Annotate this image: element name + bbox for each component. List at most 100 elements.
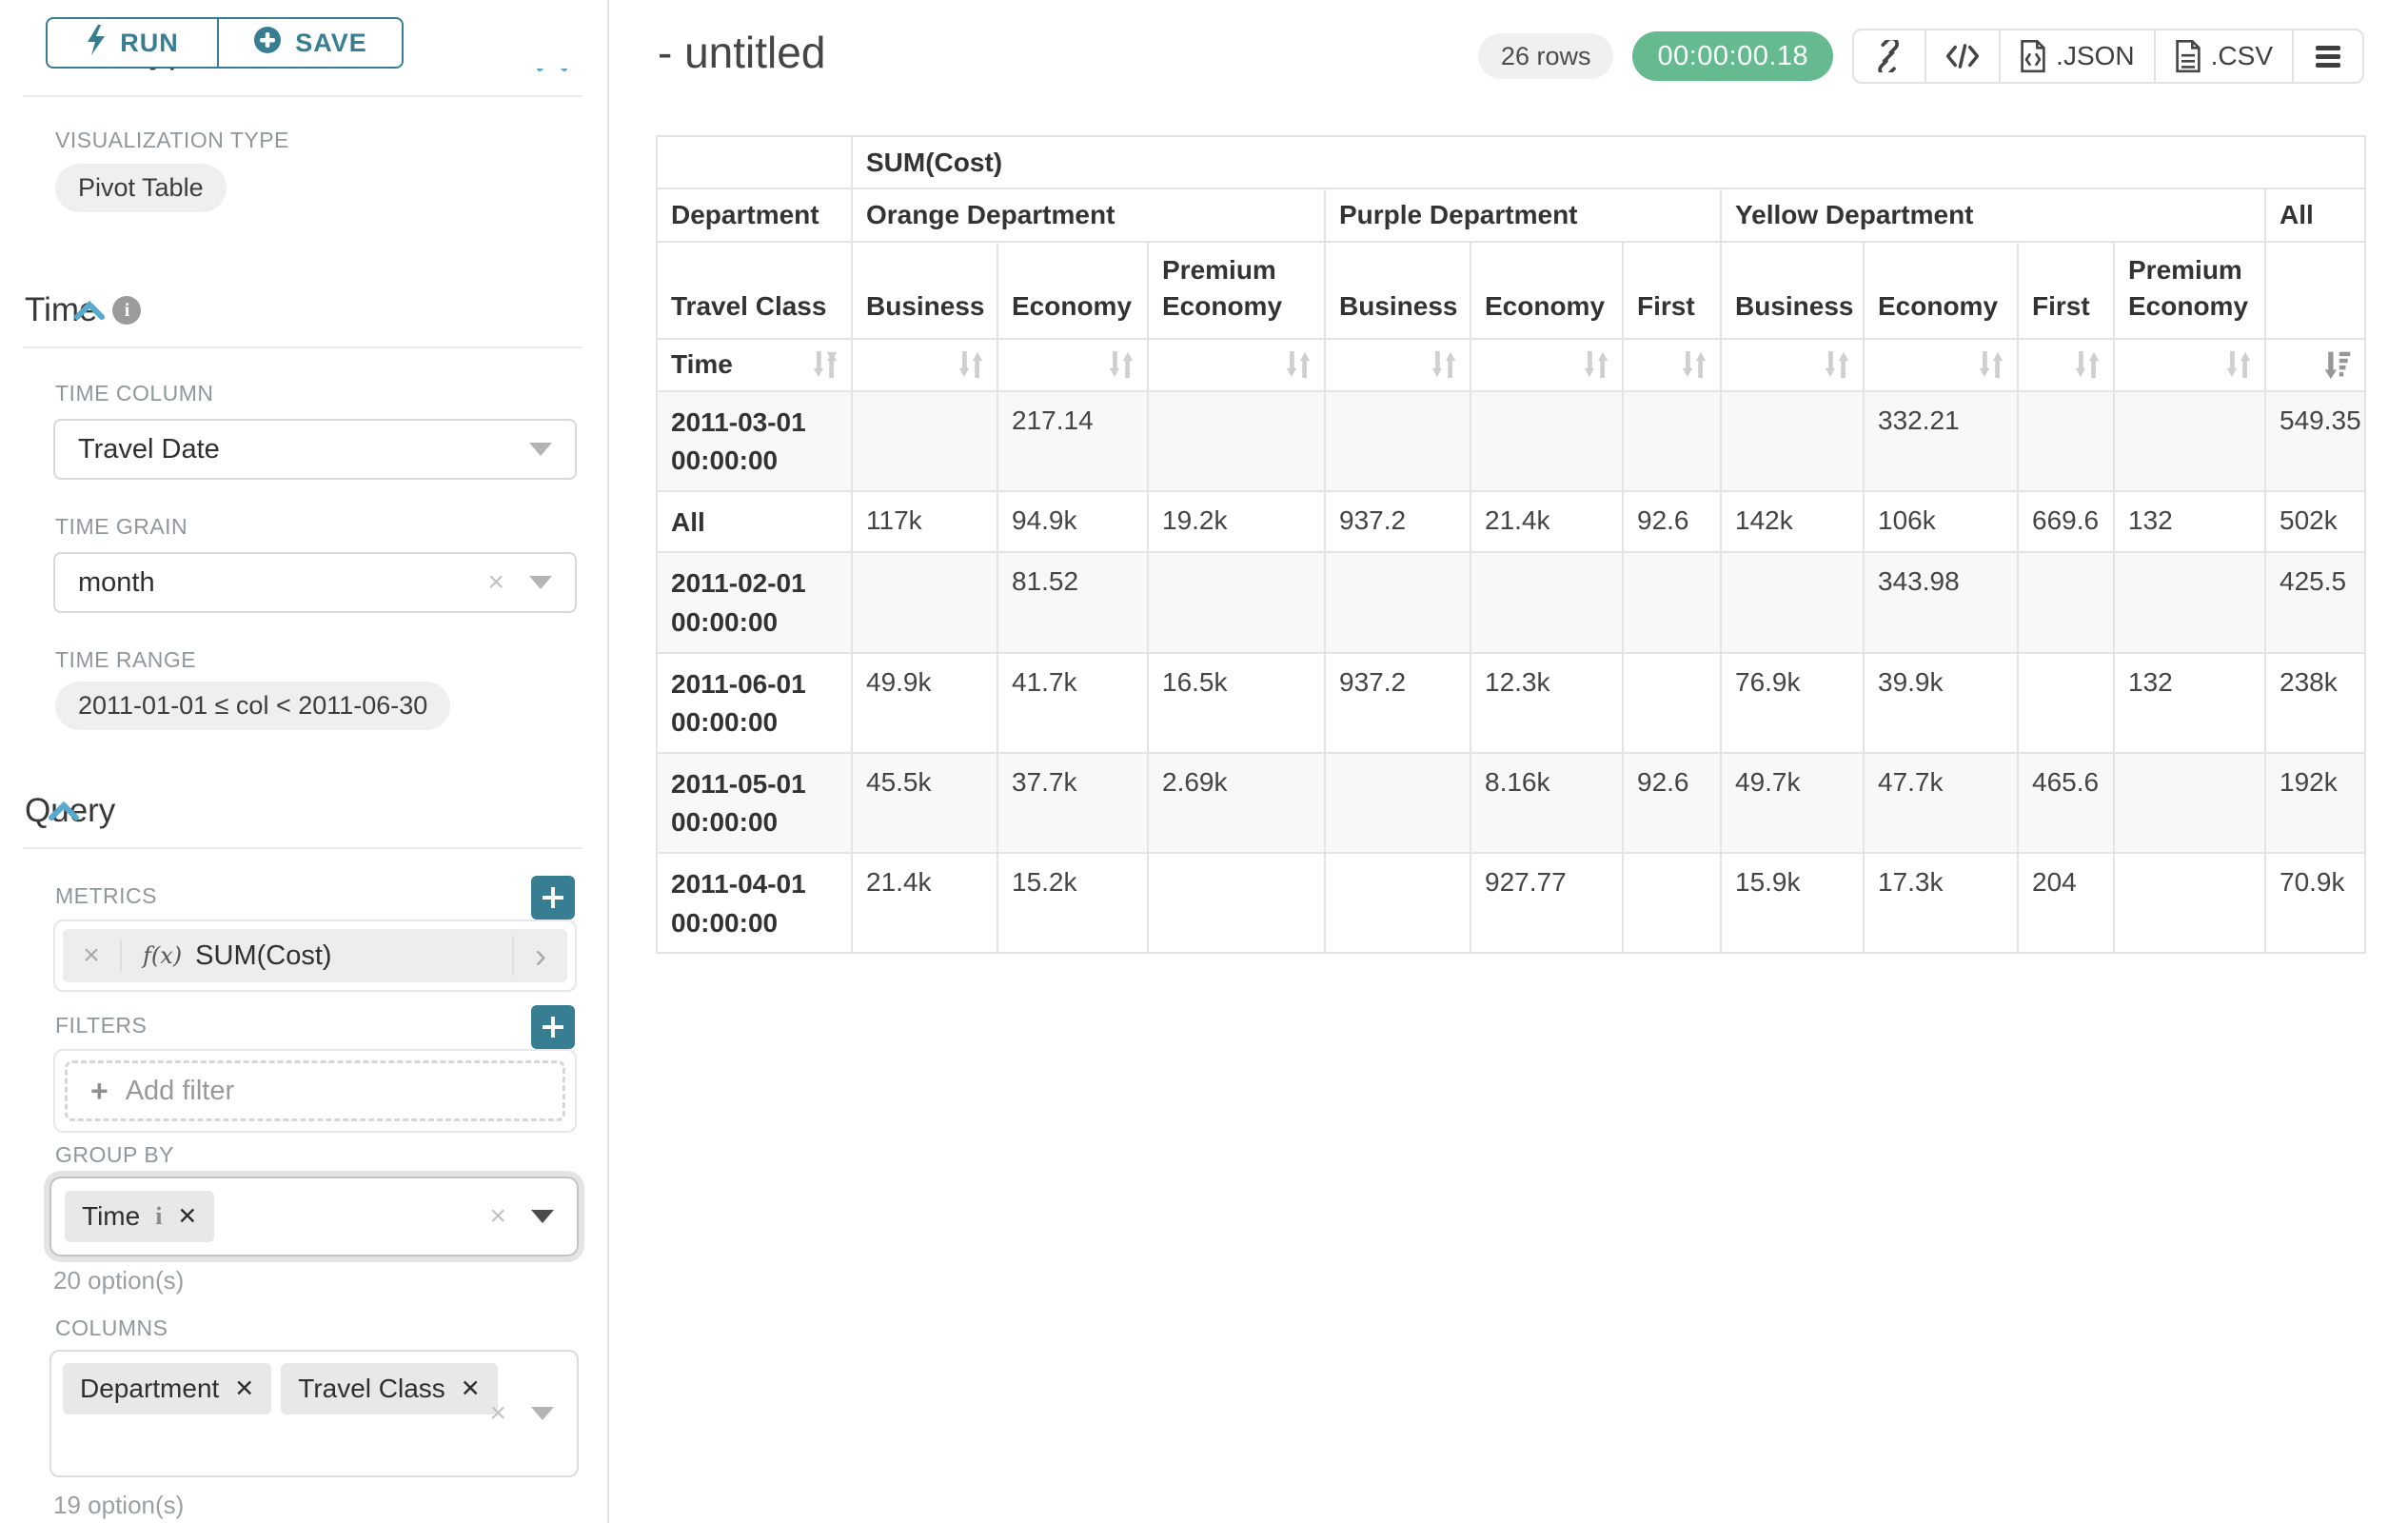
sort-icon [811,349,839,380]
divider [23,95,582,97]
time-sort-header[interactable]: Time [657,339,852,391]
table-row: All 117k 94.9k 19.2k 937.2 21.4k 92.6 14… [657,491,2365,553]
remove-metric-icon[interactable]: × [63,940,122,972]
remove-chip-icon[interactable]: ✕ [177,1202,197,1231]
clear-icon[interactable]: × [489,1200,506,1233]
time-collapse-icon[interactable] [72,291,107,329]
add-filter-plus-button[interactable] [531,1005,575,1049]
bolt-icon [86,25,107,62]
dept-dimension-header: Department [657,188,852,242]
sort-icon [2224,349,2253,380]
view-query-button[interactable] [1924,30,1999,82]
chevron-down-icon[interactable] [531,1407,554,1420]
row-count-badge: 26 rows [1478,33,1614,79]
table-row: 2011-06-01 00:00:00 49.9k 41.7k 16.5k 93… [657,653,2365,753]
columns-select[interactable]: Department ✕ Travel Class ✕ × [49,1350,579,1477]
column-sort-header[interactable] [1470,339,1623,391]
table-row: 2011-05-01 00:00:00 45.5k 37.7k 2.69k 8.… [657,753,2365,853]
remove-chip-icon[interactable]: ✕ [234,1375,254,1403]
export-csv-button[interactable]: .CSV [2154,30,2292,82]
add-filter-button[interactable]: + Add filter [65,1060,565,1121]
sort-icon [1430,349,1458,380]
time-range-chip[interactable]: 2011-01-01 ≤ col < 2011-06-30 [55,682,450,730]
time-grain-label: TIME GRAIN [55,514,607,540]
export-button-group: .JSON .CSV [1852,29,2364,84]
chevron-down-icon[interactable] [529,576,552,589]
expand-metric-icon[interactable]: › [512,936,567,976]
group-by-options-count: 20 option(s) [53,1266,607,1296]
chevron-down-icon[interactable] [529,443,552,456]
clear-icon[interactable]: × [487,566,504,599]
save-button[interactable]: SAVE [217,17,404,69]
sort-icon [2073,349,2102,380]
time-column-select[interactable]: Travel Date [53,419,577,480]
add-metric-button[interactable] [531,876,575,920]
chart-title[interactable]: - untitled [658,27,825,78]
column-sort-header[interactable] [1864,339,2018,391]
query-timer-badge: 00:00:00.18 [1632,31,1833,81]
columns-options-count: 19 option(s) [53,1491,607,1520]
class-header: Premium Economy [1148,242,1325,339]
info-icon: i [155,1202,162,1231]
sort-icon [1107,349,1135,380]
class-header: Economy [1864,242,2018,339]
remove-chip-icon[interactable]: ✕ [461,1375,481,1403]
table-row: 2011-03-01 00:00:00 217.14 332.21 549.35 [657,391,2365,491]
control-panel: Chart Type RUN SAVE VISUALIZATION TYPE P… [0,0,609,1523]
time-section-heading: Time i [25,291,141,329]
info-icon: i [112,296,141,325]
fx-icon: f(x) [143,942,182,969]
column-sort-header[interactable] [997,339,1148,391]
viz-type-chip[interactable]: Pivot Table [55,164,227,212]
plus-circle-icon [253,26,282,61]
column-sort-header[interactable] [2018,339,2114,391]
group-by-select[interactable]: Time i ✕ × [49,1177,579,1256]
time-grain-select[interactable]: month × [53,552,577,613]
dept-group-header-all: All [2265,188,2365,242]
filters-control: + Add filter [53,1049,577,1133]
export-json-button[interactable]: .JSON [1999,30,2153,82]
link-icon [1873,40,1905,72]
time-range-label: TIME RANGE [55,647,607,673]
filters-label: FILTERS [55,1013,607,1038]
class-header: First [2018,242,2114,339]
class-header: Economy [1470,242,1623,339]
sort-icon [1823,349,1851,380]
metric-name: SUM(Cost) [195,940,331,972]
column-sort-header[interactable] [1623,339,1721,391]
column-sort-header[interactable] [852,339,997,391]
class-header: Premium Economy [2114,242,2265,339]
query-collapse-icon[interactable] [47,792,81,830]
run-save-group: RUN SAVE [46,17,404,69]
dept-group-header: Yellow Department [1721,188,2265,242]
dept-group-header: Orange Department [852,188,1325,242]
column-sort-header[interactable] [1721,339,1864,391]
query-section-heading: Query [25,792,115,830]
chart-area: - untitled 26 rows 00:00:00.18 .JSON .CS… [611,0,2408,1523]
clear-icon[interactable]: × [489,1397,506,1430]
sort-icon [1582,349,1610,380]
run-button[interactable]: RUN [46,17,219,69]
metric-chip[interactable]: × f(x) SUM(Cost) › [63,929,567,982]
class-header: Business [852,242,997,339]
divider [23,346,582,348]
column-sort-header[interactable] [2114,339,2265,391]
group-by-label: GROUP BY [55,1142,607,1168]
column-sort-header[interactable] [1325,339,1470,391]
metric-header: SUM(Cost) [852,136,2365,188]
corner-cell [657,136,852,188]
metrics-control: × f(x) SUM(Cost) › [53,920,577,992]
plus-icon: + [90,1076,109,1106]
column-sort-header[interactable] [1148,339,1325,391]
all-column-sort-header-active[interactable] [2265,339,2365,391]
sort-descending-icon [2322,349,2353,380]
copy-link-button[interactable] [1854,30,1924,82]
menu-button[interactable] [2292,30,2362,82]
columns-chip-travel-class[interactable]: Travel Class ✕ [281,1363,498,1414]
columns-chip-department[interactable]: Department ✕ [63,1363,271,1414]
class-header: Business [1721,242,1864,339]
sort-icon [1680,349,1708,380]
group-by-chip-time[interactable]: Time i ✕ [65,1191,214,1242]
chevron-down-icon[interactable] [531,1210,554,1223]
metrics-label: METRICS [55,883,607,909]
